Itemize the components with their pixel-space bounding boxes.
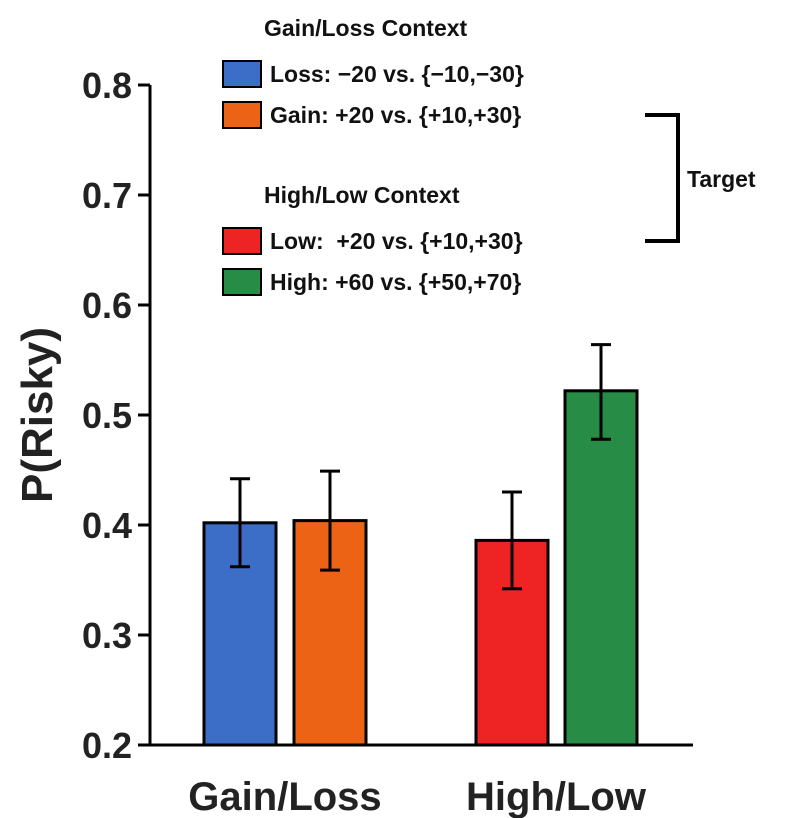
legend-item-label: Loss: −20 vs. {−10,−30} bbox=[270, 61, 524, 87]
y-tick-label: 0.8 bbox=[82, 65, 132, 106]
legend-item-label: High: +60 vs. {+50,+70} bbox=[270, 269, 521, 295]
y-axis-title: P(Risky) bbox=[13, 327, 62, 503]
legend-swatch bbox=[222, 227, 262, 255]
legend-item-label: Gain: +20 vs. {+10,+30} bbox=[270, 102, 521, 128]
legend-swatch bbox=[222, 101, 262, 129]
y-tick-label: 0.3 bbox=[82, 615, 132, 656]
legend-group-title: Gain/Loss Context bbox=[264, 15, 468, 41]
category-labels: Gain/Loss High/Low bbox=[188, 775, 647, 818]
legend-swatch bbox=[222, 268, 262, 296]
axes: 0.2 0.3 0.4 0.5 0.6 0.7 0.8 bbox=[82, 65, 693, 766]
bar-gain bbox=[292, 519, 368, 747]
legend: Gain/Loss Context Loss: −20 vs. {−10,−30}… bbox=[222, 15, 756, 296]
x-category-label: High/Low bbox=[466, 775, 647, 818]
x-category-label: Gain/Loss bbox=[188, 775, 381, 818]
legend-swatch bbox=[222, 60, 262, 88]
bar-high bbox=[563, 389, 639, 747]
target-label: Target bbox=[687, 166, 756, 192]
y-tick-label: 0.6 bbox=[82, 285, 132, 326]
y-tick-label: 0.7 bbox=[82, 175, 132, 216]
y-ticks: 0.2 0.3 0.4 0.5 0.6 0.7 0.8 bbox=[82, 65, 150, 766]
bars bbox=[202, 343, 639, 747]
target-bracket bbox=[645, 113, 680, 243]
y-tick-label: 0.4 bbox=[82, 505, 132, 546]
y-tick-label: 0.2 bbox=[82, 725, 132, 766]
legend-item-label: Low: +20 vs. {+10,+30} bbox=[270, 228, 523, 254]
legend-group-title: High/Low Context bbox=[264, 182, 460, 208]
y-tick-label: 0.5 bbox=[82, 395, 132, 436]
